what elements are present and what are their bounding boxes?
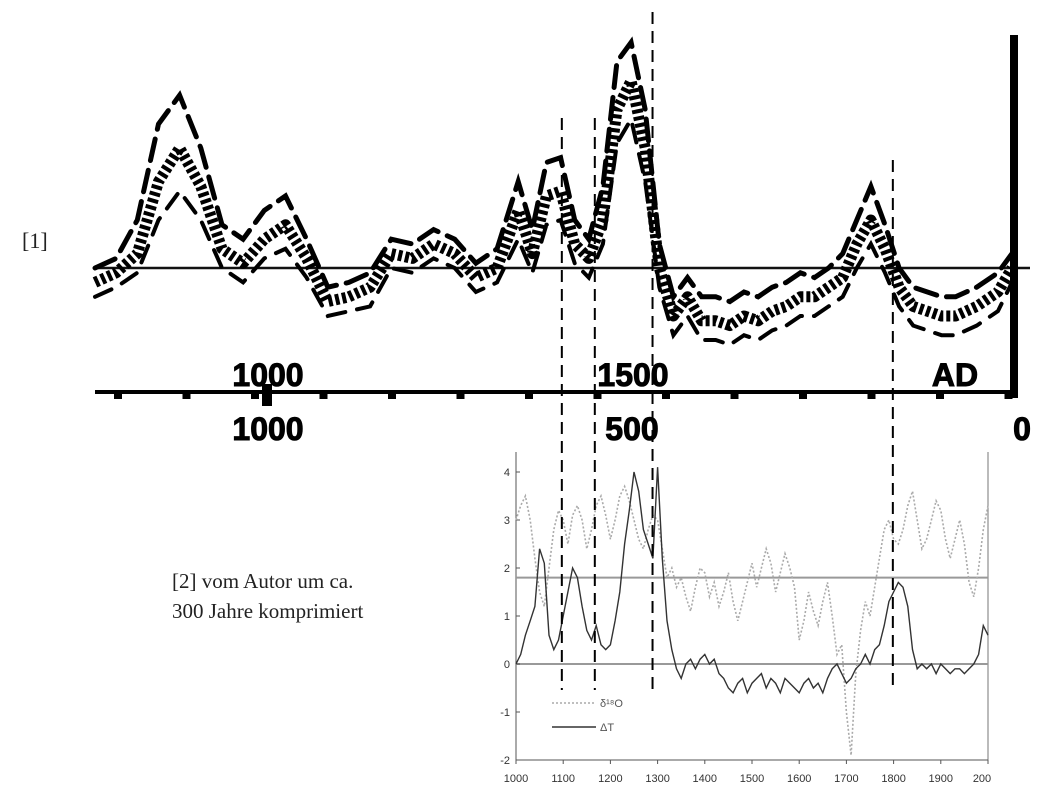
panel-2-y-tick-label: -1 [500,707,510,719]
panel-2-legend: δ¹⁸O ΔT [552,698,623,734]
panel-2-x-tick-label: 1400 [693,773,717,785]
panel-2-y-tick-label: 4 [504,467,510,479]
panel-1-axis-tick [662,393,670,399]
panel-1-series-thick-dotted [92,75,1017,332]
panel-1-series-dashed-lower [93,113,1014,348]
panel-2-y-tick-label: 0 [504,659,510,671]
panel-1-axis-tick [867,393,876,399]
panel-1-bottom-tick-label: 0 [1013,411,1031,447]
panel-1-axis-tick [251,393,259,399]
panel-2-x-tick-label: 200 [973,773,991,785]
panel-1-axis-major-tick [262,384,272,406]
panel-2-chart: 4 3 2 1 0 -1 -2 1000 1100 1200 1300 1400 1500 1600 170… [500,452,991,785]
panel-1-top-tick-label: AD [932,357,978,393]
panel-2-y-tick-label: -2 [500,755,510,767]
legend-label-delta-t: ΔT [600,722,614,734]
panel-1-label: [1] [22,228,48,253]
panel-1-bottom-tick-label: 500 [605,411,658,447]
panel-2-y-tick-label: 2 [504,563,510,575]
panel-1-axis-tick [388,393,396,399]
panel-2-x-tick-label: 1800 [881,773,905,785]
panel-1-axis-tick [182,393,191,399]
panel-1-axes: 1000 1500 AD 1000 500 0 [95,357,1031,448]
panel-1-axis-tick [593,393,602,399]
panel-2-x-tick-label: 1700 [834,773,858,785]
panel-1-bottom-tick-label: 1000 [232,411,303,447]
panel-2-x-tick-label: 1900 [929,773,953,785]
panel-1-axis-tick [730,393,739,399]
panel-2-x-tick-label: 1000 [504,773,528,785]
panel-1-axis-tick [319,393,328,399]
panel-2-x-tick-label: 1100 [551,773,575,785]
panel-2-x-tick-label: 1600 [787,773,811,785]
panel-2-y-tick-label: 3 [504,515,510,527]
panel-2-label: [2] vom Autor um ca. 300 Jahre komprimie… [172,566,363,626]
marker-lines [560,12,894,690]
panel-2-x-tick-label: 1300 [645,773,669,785]
panel-1-axis-tick [525,393,533,399]
panel-1-chart [92,35,1030,398]
panel-2-y-tick-label: 1 [504,611,510,623]
panel-1-axis-tick [1004,393,1013,399]
panel-1-top-tick-label: 1500 [597,357,668,393]
panel-2-label-line-2: 300 Jahre komprimiert [172,599,364,623]
panel-1-axis-tick [456,393,465,399]
panel-2-x-tick-label: 1500 [740,773,764,785]
panel-2-x-tick-label: 1200 [598,773,622,785]
panel-1-top-tick-label: 1000 [232,357,303,393]
panel-1-axis-tick [114,393,122,399]
panel-1-axis-tick [799,393,807,399]
panel-1-axis-tick [936,393,944,399]
legend-label-d18o: δ¹⁸O [600,698,623,710]
panel-1-series-dashed-upper [92,36,1015,305]
panel-2-series-delta-t [515,467,989,695]
panel-2-series-d18o [515,484,989,756]
panel-2-label-line-1: [2] vom Autor um ca. [172,569,354,593]
